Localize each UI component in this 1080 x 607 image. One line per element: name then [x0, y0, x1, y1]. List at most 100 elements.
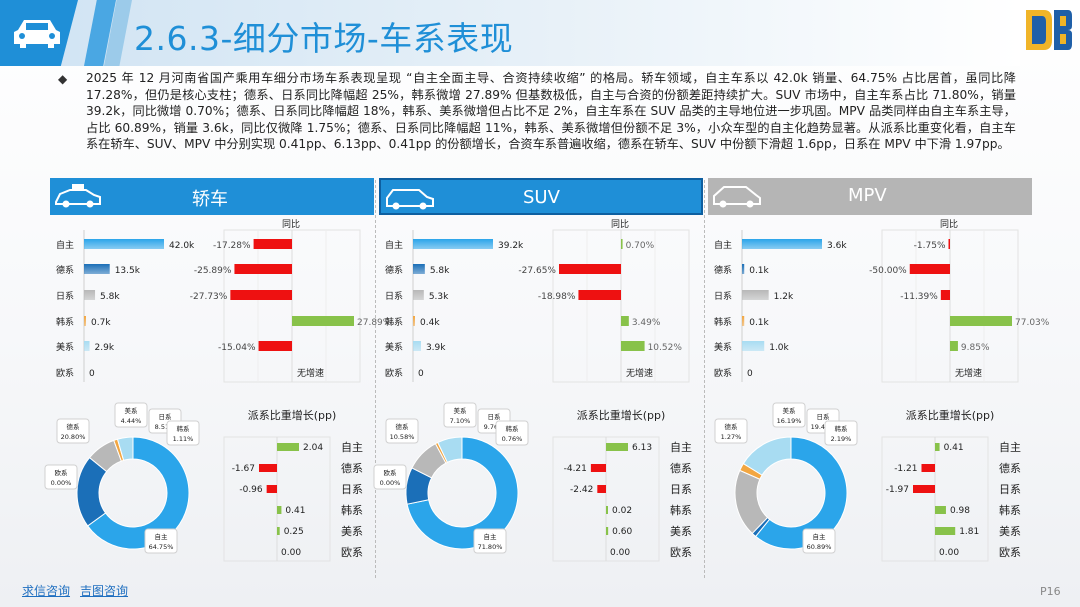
- sales-bar: [84, 290, 96, 300]
- share-change-bar: [590, 464, 606, 472]
- donut-callout-name: 日系: [488, 412, 502, 421]
- page-title: 2.6.3-细分市场-车系表现: [134, 19, 514, 58]
- yoy-header: 同比: [611, 218, 629, 230]
- panel-divider: [375, 180, 376, 578]
- share-change-label: 2.04: [303, 443, 323, 453]
- sales-bar: [413, 290, 424, 300]
- donut-callout-value: 7.10%: [450, 417, 471, 425]
- sales-bar: [742, 316, 745, 326]
- sales-value-label: 42.0k: [169, 241, 195, 251]
- share-category-label: 欧系: [341, 546, 363, 559]
- yoy-value-label: -27.73%: [190, 292, 228, 302]
- share-change-label: 0.41: [285, 506, 305, 516]
- yoy-header: 同比: [282, 218, 300, 230]
- donut-callout-name: 美系: [783, 406, 797, 415]
- share-change-label: 0.60: [612, 527, 632, 537]
- sales-value-label: 3.6k: [827, 241, 847, 251]
- donut-callout-box: [824, 420, 858, 446]
- share-change-label: 0.98: [950, 506, 970, 516]
- donut-callout-value: 0.00%: [51, 479, 72, 487]
- share-change-bar: [921, 464, 935, 472]
- footer-link-qiuxin[interactable]: 求信咨询: [22, 584, 71, 598]
- panel-divider: [704, 180, 705, 578]
- sales-value-label: 0.1k: [749, 266, 769, 276]
- sales-value-label: 5.8k: [430, 266, 450, 276]
- category-label: 德系: [56, 264, 74, 276]
- share-category-label: 德系: [670, 461, 692, 475]
- yoy-value-label: -17.28%: [213, 241, 251, 251]
- yoy-bar: [292, 316, 354, 326]
- yoy-value-label: 无增速: [955, 367, 982, 379]
- donut-callout-name: 德系: [67, 422, 81, 431]
- yoy-bar: [234, 264, 292, 274]
- donut-callout-value: 4.44%: [121, 417, 142, 425]
- share-category-label: 日系: [670, 483, 692, 496]
- yoy-bar: [258, 341, 292, 351]
- yoy-bar: [621, 316, 629, 326]
- sales-bar: [413, 264, 425, 274]
- donut-callout-box: [385, 418, 419, 444]
- share-change-label: -2.42: [570, 485, 593, 495]
- share-category-label: 自主: [670, 441, 692, 454]
- sales-bar: [84, 341, 90, 351]
- sales-value-label: 0: [747, 369, 753, 379]
- suv-icon: [386, 189, 434, 210]
- donut-slice: [437, 436, 463, 463]
- donut-slice: [754, 436, 848, 550]
- donut-callout-value: 0.00%: [380, 479, 401, 487]
- mpv-icon: [713, 186, 761, 208]
- sales-bar: [84, 264, 110, 274]
- sales-bar: [84, 316, 86, 326]
- category-label: 欧系: [385, 367, 403, 379]
- donut-callout-value: 8.51%: [155, 423, 176, 431]
- share-change-title: 派系比重增长(pp): [248, 408, 337, 422]
- share-change-bar: [266, 485, 277, 493]
- sales-value-label: 2.9k: [95, 343, 115, 353]
- footer-link-jitu[interactable]: 吉图咨询: [80, 584, 129, 598]
- sales-value-label: 3.9k: [426, 343, 446, 353]
- sales-value-label: 1.0k: [769, 343, 789, 353]
- share-change-label: -1.97: [886, 485, 909, 495]
- yoy-value-label: -27.65%: [518, 266, 556, 276]
- yoy-value-label: -18.98%: [538, 292, 576, 302]
- share-change-label: -4.21: [564, 464, 587, 474]
- share-category-label: 欧系: [999, 546, 1021, 559]
- yoy-bar: [559, 264, 621, 274]
- category-label: 韩系: [385, 316, 403, 328]
- share-change-label: 0.00: [939, 548, 959, 558]
- sales-value-label: 0.4k: [420, 318, 440, 328]
- donut-slice: [742, 436, 792, 476]
- share-category-label: 德系: [999, 461, 1021, 475]
- donut-callout-box: [772, 402, 806, 428]
- donut-callout-name: 美系: [454, 406, 468, 415]
- page-number: P16: [1040, 585, 1061, 598]
- yoy-bar: [578, 290, 621, 300]
- sales-bar: [742, 239, 822, 249]
- donut-callout-value: 1.11%: [173, 435, 194, 443]
- yoy-bar: [950, 341, 958, 351]
- share-change-label: -1.67: [232, 464, 255, 474]
- yoy-bar: [621, 341, 645, 351]
- share-change-bar: [606, 527, 609, 535]
- share-change-label: 0.25: [284, 527, 304, 537]
- yoy-value-label: 9.85%: [961, 343, 990, 353]
- share-change-bar: [258, 464, 277, 472]
- share-category-label: 日系: [999, 483, 1021, 496]
- share-category-label: 韩系: [341, 503, 363, 517]
- sales-value-label: 5.8k: [100, 292, 120, 302]
- share-category-label: 欧系: [670, 546, 692, 559]
- donut-callout-box: [802, 528, 836, 554]
- share-change-bar: [935, 443, 940, 451]
- donut-callout-name: 欧系: [384, 468, 398, 477]
- share-change-label: -0.96: [239, 485, 263, 495]
- donut-callout-name: 欧系: [55, 468, 69, 477]
- donut-slice: [86, 436, 190, 550]
- share-change-label: 6.13: [632, 443, 652, 453]
- donut-callout-value: 19.47%: [811, 423, 836, 431]
- segment-label-mpv: MPV: [848, 185, 887, 206]
- share-change-bar: [277, 527, 280, 535]
- donut-callout-box: [166, 420, 200, 446]
- yoy-value-label: -25.89%: [194, 266, 232, 276]
- donut-callout-name: 自主: [484, 532, 498, 541]
- yoy-bar: [253, 239, 292, 249]
